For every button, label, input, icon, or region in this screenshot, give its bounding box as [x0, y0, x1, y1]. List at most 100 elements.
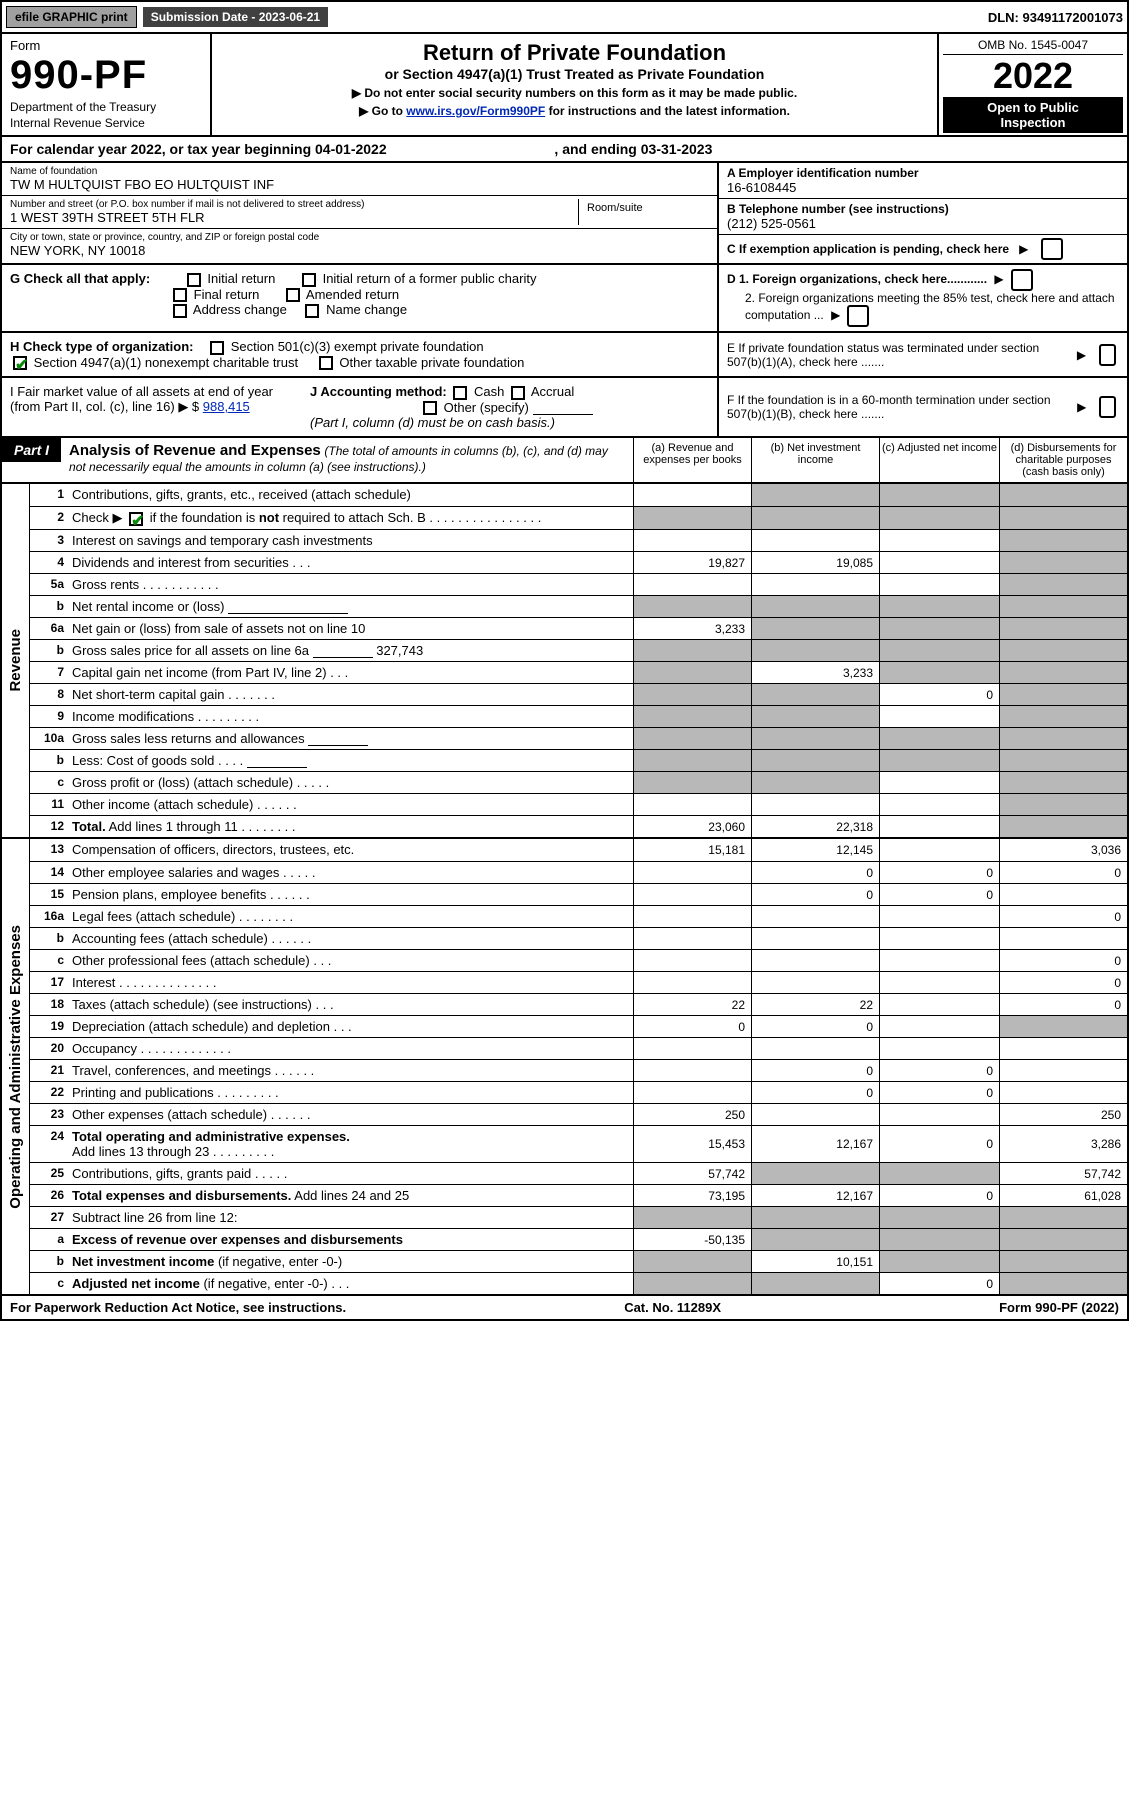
g-address-change-checkbox[interactable]: [173, 304, 187, 318]
g-final-return-checkbox[interactable]: [173, 288, 187, 302]
f-checkbox[interactable]: [1099, 396, 1116, 418]
line-description: Gross sales price for all assets on line…: [68, 640, 633, 661]
line-number: 27: [30, 1207, 68, 1228]
city-label: City or town, state or province, country…: [10, 232, 709, 243]
d1-label: D 1. Foreign organizations, check here..…: [727, 272, 987, 286]
line-description: Net rental income or (loss): [68, 596, 633, 617]
table-cell: [999, 816, 1127, 837]
table-cell: [633, 1060, 751, 1081]
table-cell: [633, 684, 751, 705]
line-number: 18: [30, 994, 68, 1015]
line-description: Occupancy . . . . . . . . . . . . .: [68, 1038, 633, 1059]
table-cell: [751, 1038, 879, 1059]
revenue-side-label: Revenue: [2, 484, 30, 837]
form-number-block: Form 990-PF Department of the Treasury I…: [2, 34, 212, 135]
i-fmv-value[interactable]: 988,415: [203, 399, 250, 414]
table-cell: [879, 552, 999, 573]
form-note-ssn: ▶ Do not enter social security numbers o…: [222, 86, 927, 100]
table-cell: [999, 1229, 1127, 1250]
table-row: 8 Net short-term capital gain . . . . . …: [30, 683, 1127, 705]
table-cell: 250: [999, 1104, 1127, 1125]
g-initial-return-checkbox[interactable]: [187, 273, 201, 287]
line-number: 23: [30, 1104, 68, 1125]
table-cell: [633, 662, 751, 683]
line-number: b: [30, 1251, 68, 1272]
table-cell: [879, 1207, 999, 1228]
table-cell: [999, 1038, 1127, 1059]
table-cell: [879, 972, 999, 993]
table-cell: -50,135: [633, 1229, 751, 1250]
table-cell: [751, 484, 879, 506]
table-cell: [633, 640, 751, 661]
irs-link[interactable]: www.irs.gov/Form990PF: [406, 104, 545, 118]
j-accrual-checkbox[interactable]: [511, 386, 525, 400]
line-description: Gross sales less returns and allowances: [68, 728, 633, 749]
line-description: Less: Cost of goods sold . . . .: [68, 750, 633, 771]
table-cell: [751, 1207, 879, 1228]
table-cell: [999, 772, 1127, 793]
table-row: 3 Interest on savings and temporary cash…: [30, 529, 1127, 551]
paperwork-notice: For Paperwork Reduction Act Notice, see …: [10, 1300, 346, 1315]
j-cash-checkbox[interactable]: [453, 386, 467, 400]
table-cell: [999, 1016, 1127, 1037]
line-description: Net gain or (loss) from sale of assets n…: [68, 618, 633, 639]
ein-value: 16-6108445: [727, 180, 1119, 195]
table-cell: 0: [879, 1082, 999, 1103]
table-row: 2 Check ▶ if the foundation is not requi…: [30, 506, 1127, 529]
table-cell: [879, 1104, 999, 1125]
g-initial-former-checkbox[interactable]: [302, 273, 316, 287]
section-g-d-row: G Check all that apply: Initial return I…: [0, 265, 1129, 333]
e-checkbox[interactable]: [1099, 344, 1116, 366]
table-cell: 0: [633, 1016, 751, 1037]
line-number: c: [30, 1273, 68, 1294]
table-cell: 15,453: [633, 1126, 751, 1162]
phone-value: (212) 525-0561: [727, 216, 1119, 231]
line-number: 19: [30, 1016, 68, 1037]
table-cell: [879, 507, 999, 529]
form-note-link: ▶ Go to www.irs.gov/Form990PF for instru…: [222, 104, 927, 118]
d2-checkbox[interactable]: [847, 305, 869, 327]
table-row: 17 Interest . . . . . . . . . . . . . . …: [30, 971, 1127, 993]
expenses-side-label: Operating and Administrative Expenses: [2, 839, 30, 1294]
note2-post: for instructions and the latest informat…: [545, 104, 790, 118]
h-other-taxable-checkbox[interactable]: [319, 356, 333, 370]
d1-checkbox[interactable]: [1011, 269, 1033, 291]
line-number: 24: [30, 1126, 68, 1162]
table-cell: [879, 772, 999, 793]
table-cell: 23,060: [633, 816, 751, 837]
table-cell: 12,145: [751, 839, 879, 861]
table-cell: [751, 906, 879, 927]
line-number: b: [30, 928, 68, 949]
phone-label: B Telephone number (see instructions): [727, 202, 1119, 216]
table-cell: [633, 950, 751, 971]
table-cell: [633, 794, 751, 815]
table-cell: [751, 1229, 879, 1250]
table-cell: [999, 618, 1127, 639]
efile-button[interactable]: efile GRAPHIC print: [6, 6, 137, 28]
j-other-checkbox[interactable]: [423, 401, 437, 415]
h-4947-checkbox[interactable]: [13, 356, 27, 370]
calendar-year-row: For calendar year 2022, or tax year begi…: [0, 137, 1129, 163]
table-cell: [879, 1038, 999, 1059]
line-description: Net short-term capital gain . . . . . . …: [68, 684, 633, 705]
table-cell: 22: [633, 994, 751, 1015]
line-number: 12: [30, 816, 68, 837]
line-description: Interest on savings and temporary cash i…: [68, 530, 633, 551]
table-cell: 0: [751, 1016, 879, 1037]
line-number: 7: [30, 662, 68, 683]
addr-label: Number and street (or P.O. box number if…: [10, 199, 578, 210]
table-cell: 0: [999, 906, 1127, 927]
table-cell: [999, 706, 1127, 727]
g-amended-checkbox[interactable]: [286, 288, 300, 302]
table-cell: [633, 750, 751, 771]
table-row: 26 Total expenses and disbursements. Add…: [30, 1184, 1127, 1206]
h-501c3-checkbox[interactable]: [210, 341, 224, 355]
line-number: b: [30, 640, 68, 661]
c-checkbox[interactable]: [1041, 238, 1063, 260]
line-number: 9: [30, 706, 68, 727]
line-number: 14: [30, 862, 68, 883]
line-number: 10a: [30, 728, 68, 749]
table-row: b Less: Cost of goods sold . . . .: [30, 749, 1127, 771]
g-name-change-checkbox[interactable]: [305, 304, 319, 318]
table-cell: [879, 1163, 999, 1184]
